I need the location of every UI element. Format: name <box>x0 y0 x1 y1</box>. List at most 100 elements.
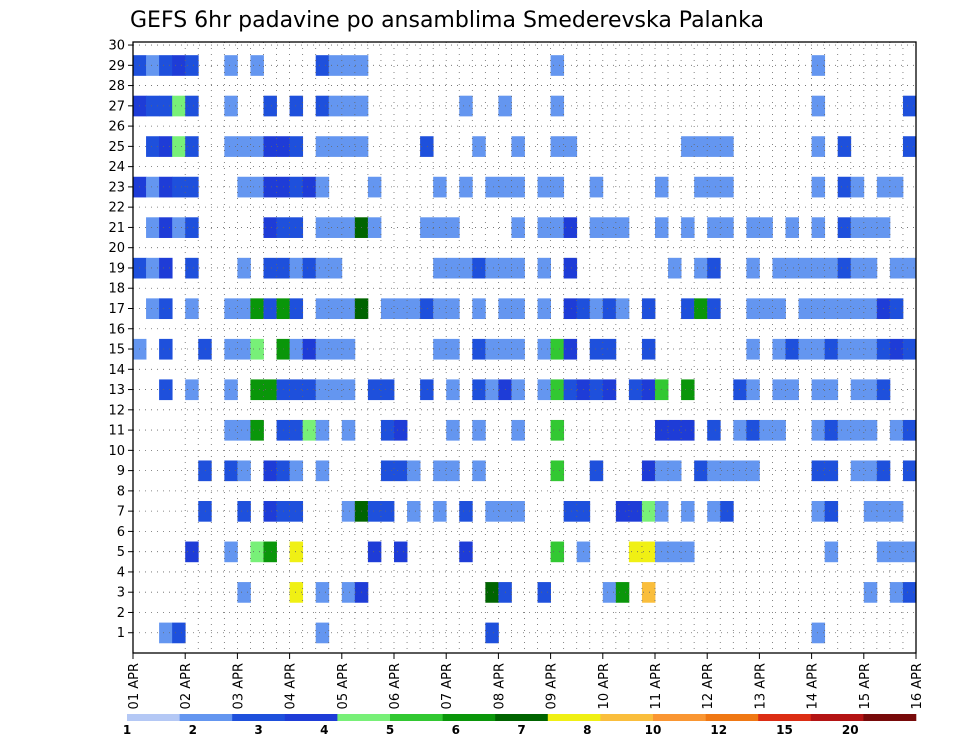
heatmap-cell <box>237 338 251 360</box>
heatmap-cell <box>641 379 656 401</box>
heatmap-cell <box>850 460 865 482</box>
heatmap-cell <box>759 298 773 320</box>
colorbar-swatch <box>232 714 286 721</box>
heatmap-cell <box>367 541 382 563</box>
y-tick-label: 12 <box>108 403 125 418</box>
heatmap-cell <box>863 460 878 482</box>
heatmap-cell <box>589 298 604 320</box>
heatmap-cell <box>250 379 264 401</box>
heatmap-cell <box>759 217 773 238</box>
heatmap-cell <box>668 419 682 441</box>
colorbar-swatch <box>600 714 654 721</box>
heatmap-cell <box>420 298 434 320</box>
colorbar-label: 4 <box>320 723 328 737</box>
heatmap-cell <box>811 419 826 441</box>
heatmap-cell <box>172 55 186 76</box>
heatmap-cell <box>589 379 604 401</box>
heatmap-cell <box>263 136 277 157</box>
heatmap-cell <box>550 176 565 198</box>
colorbar-swatch <box>179 714 233 721</box>
colorbar-label: 3 <box>254 723 262 737</box>
heatmap-cell <box>550 136 565 157</box>
heatmap-cell <box>602 298 617 320</box>
heatmap-cell <box>146 136 160 157</box>
heatmap-cell <box>641 541 656 563</box>
heatmap-cell <box>550 55 565 76</box>
heatmap-cell <box>720 501 734 522</box>
heatmap-cell <box>341 95 356 117</box>
heatmap-cell <box>694 460 708 482</box>
y-tick-label: 18 <box>108 282 125 297</box>
heatmap-cell <box>237 257 251 279</box>
heatmap-cell <box>224 298 238 320</box>
heatmap-cell <box>315 338 330 360</box>
heatmap-cell <box>328 298 343 320</box>
colorbar-swatch <box>758 714 812 721</box>
colorbar-label: 2 <box>189 723 197 737</box>
y-tick-label: 19 <box>108 261 125 276</box>
heatmap-cell <box>289 541 304 563</box>
heatmap-cell <box>511 257 525 279</box>
heatmap-cell <box>315 298 330 320</box>
heatmap-cell <box>446 460 460 482</box>
heatmap-cell <box>550 95 565 117</box>
heatmap-cell <box>641 501 656 522</box>
heatmap-cell <box>837 176 852 198</box>
heatmap-cell <box>889 257 904 279</box>
heatmap-cell <box>889 582 904 603</box>
heatmap-cell <box>446 217 460 238</box>
heatmap-cell <box>146 176 160 198</box>
heatmap-cell <box>850 298 865 320</box>
heatmap-cell <box>263 257 277 279</box>
heatmap-cell <box>889 501 904 522</box>
heatmap-cell <box>250 338 264 360</box>
heatmap-cell <box>641 460 656 482</box>
heatmap-cell <box>746 419 760 441</box>
heatmap-cell <box>237 501 251 522</box>
colorbar-swatch <box>127 714 180 721</box>
heatmap-cell <box>707 298 721 320</box>
heatmap-cell <box>746 338 760 360</box>
heatmap-cell <box>237 582 251 603</box>
heatmap-cell <box>615 501 630 522</box>
x-tick-label: 03 APR <box>231 663 246 709</box>
heatmap-cell <box>485 176 499 198</box>
heatmap-cell <box>472 379 486 401</box>
heatmap-cell <box>550 217 565 238</box>
heatmap-cell <box>602 338 617 360</box>
heatmap-cell <box>263 176 277 198</box>
colorbar-swatch <box>284 714 338 721</box>
heatmap-cell <box>746 379 760 401</box>
heatmap-cell <box>811 501 826 522</box>
heatmap-cell <box>328 338 343 360</box>
y-tick-label: 26 <box>108 120 125 135</box>
heatmap-cell <box>485 582 499 603</box>
heatmap-cell <box>485 379 499 401</box>
x-tick-label: 12 APR <box>701 663 716 709</box>
heatmap-cell <box>185 55 199 76</box>
heatmap-cell <box>811 622 826 644</box>
heatmap-cell <box>902 257 917 279</box>
heatmap-cell <box>902 419 917 441</box>
heatmap-cell <box>341 582 356 603</box>
heatmap-cell <box>472 257 486 279</box>
heatmap-cell <box>185 541 199 563</box>
heatmap-cell <box>511 136 525 157</box>
heatmap-cell <box>733 460 747 482</box>
heatmap-cell <box>250 298 264 320</box>
heatmap-cell <box>328 257 343 279</box>
heatmap-cell <box>889 541 904 563</box>
y-tick-label: 13 <box>108 383 125 398</box>
heatmap-cell <box>289 582 304 603</box>
heatmap-cell <box>889 298 904 320</box>
heatmap-cell <box>237 298 251 320</box>
heatmap-cell <box>367 501 382 522</box>
heatmap-cell <box>328 95 343 117</box>
heatmap-cell <box>315 176 330 198</box>
heatmap-cell <box>681 136 695 157</box>
heatmap-cell <box>315 217 330 238</box>
heatmap-cell <box>459 541 473 563</box>
heatmap-cell <box>185 136 199 157</box>
heatmap-cell <box>589 176 604 198</box>
